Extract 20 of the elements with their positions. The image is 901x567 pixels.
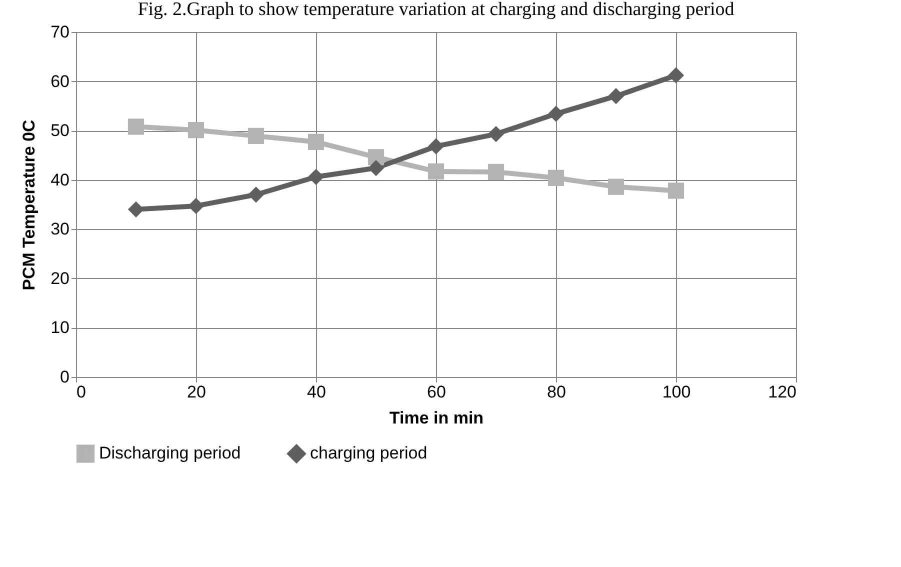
- x-tick-label: 80: [547, 382, 566, 402]
- x-tick-label: 40: [307, 382, 326, 402]
- y-tick-label: 0: [60, 368, 70, 386]
- x-tick-label: 120: [768, 382, 796, 402]
- legend-label: charging period: [310, 444, 428, 463]
- y-axis-title: PCM Temperature 0C: [20, 120, 39, 290]
- x-axis-title: Time in min: [389, 408, 484, 428]
- y-tick-label: 30: [50, 220, 70, 239]
- y-tick-label: 50: [50, 121, 70, 140]
- legend-label: Discharging period: [99, 444, 241, 463]
- x-tick-label: 100: [662, 382, 691, 402]
- x-tick-label: 20: [187, 382, 206, 402]
- y-tick-label: 70: [50, 22, 70, 42]
- chart-title: Fig. 2.Graph to show temperature variation at charging and discharging period: [138, 0, 735, 20]
- y-tick-label: 10: [50, 318, 70, 338]
- y-tick-label: 60: [50, 72, 70, 91]
- x-tick-label: 0: [76, 382, 86, 402]
- x-tick-label: 60: [427, 382, 446, 402]
- y-tick-label: 40: [50, 170, 70, 190]
- y-tick-label: 20: [50, 268, 70, 288]
